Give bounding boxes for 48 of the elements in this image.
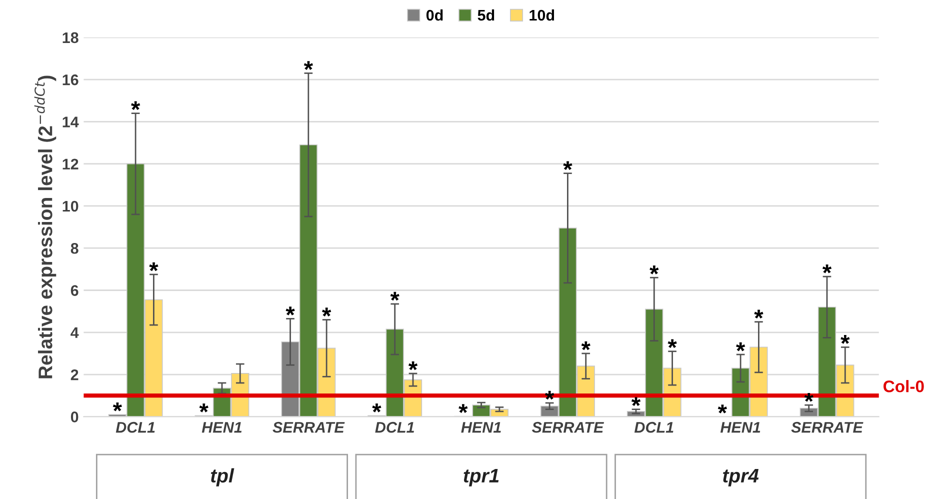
data-label: * xyxy=(372,404,382,412)
data-label: * xyxy=(322,308,332,316)
y-tick-label: 16 xyxy=(62,74,78,86)
legend-label: 0d xyxy=(426,9,443,21)
text: tpr4 xyxy=(723,468,759,486)
data-label: * xyxy=(581,341,590,350)
y-tick-label: 4 xyxy=(70,327,79,338)
ref-line-label: Col-0 xyxy=(884,380,924,392)
text: * xyxy=(718,404,727,414)
data-label: * xyxy=(131,101,140,110)
x-tick-label: SERRATE xyxy=(272,422,345,433)
y-axis-title: Relative expression level (2$^{−ddCt}$) xyxy=(34,76,56,378)
y-tick-label: 10 xyxy=(62,200,78,212)
data-label: * xyxy=(754,310,764,319)
x-tick-label: DCL1 xyxy=(116,422,155,433)
data-label: * xyxy=(840,335,850,344)
data-label: * xyxy=(390,292,400,301)
data-label: * xyxy=(149,262,158,272)
y-tick-label: 6 xyxy=(70,285,78,296)
x-tick-label: DCL1 xyxy=(634,422,674,433)
data-label: * xyxy=(668,339,677,348)
x-tick-label: HEN1 xyxy=(461,422,501,433)
x-tick-label: HEN1 xyxy=(202,422,242,433)
y-tick-label: 0 xyxy=(70,412,78,422)
x-tick-label: SERRATE xyxy=(791,422,864,433)
data-label: * xyxy=(199,404,208,412)
data-label: * xyxy=(822,264,832,274)
y-tick-label: 8 xyxy=(70,242,78,254)
text: tpl xyxy=(210,468,234,486)
x-tick-label: DCL1 xyxy=(375,422,414,433)
y-tick-label: 12 xyxy=(62,158,78,170)
x-tick-label: SERRATE xyxy=(532,422,604,433)
y-tick-label: 14 xyxy=(62,116,79,128)
y-tick-label: 18 xyxy=(62,32,78,44)
data-label: * xyxy=(112,402,122,412)
data-label: * xyxy=(408,361,418,370)
data-label: * xyxy=(563,161,572,170)
data-label: * xyxy=(631,397,641,406)
text: tpr1 xyxy=(464,468,499,486)
x-tick-label: HEN1 xyxy=(720,422,760,433)
legend-label: 5d xyxy=(478,9,494,21)
data-label: * xyxy=(458,404,468,413)
data-label: * xyxy=(736,342,746,352)
legend-label: 10d xyxy=(530,9,554,21)
data-label: * xyxy=(286,306,295,316)
y-tick-label: 2 xyxy=(70,369,78,380)
data-label: * xyxy=(650,266,659,274)
data-label: * xyxy=(304,61,313,70)
